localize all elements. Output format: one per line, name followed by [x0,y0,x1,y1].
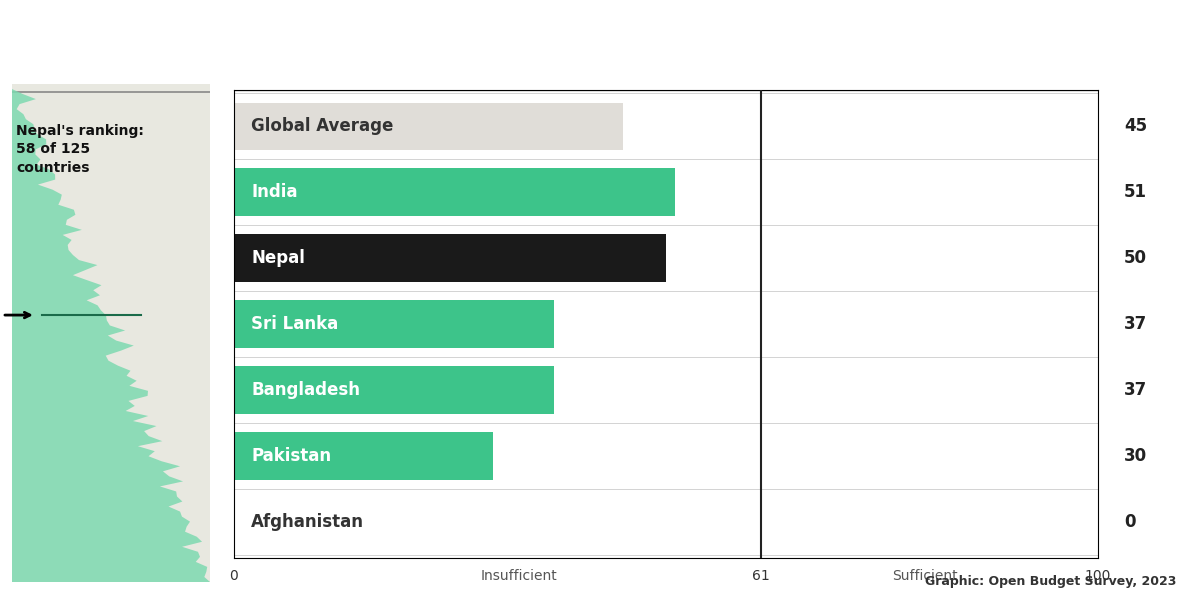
Text: 45: 45 [1124,117,1147,135]
Text: Bangladesh: Bangladesh [251,381,360,399]
Text: Afghanistan: Afghanistan [251,513,365,531]
Polygon shape [12,84,210,582]
Bar [234,235,666,282]
Text: 37: 37 [1124,315,1147,333]
Text: 0: 0 [1124,513,1135,531]
Text: 0: 0 [229,569,239,583]
Text: India: India [251,183,298,201]
Bar [234,103,623,150]
Text: 61: 61 [752,569,770,583]
Text: Nepal: Nepal [251,249,305,267]
Bar [234,169,674,216]
Text: Insufficient: Insufficient [481,569,558,583]
Bar [234,432,493,479]
Polygon shape [12,84,210,582]
Text: Graphic: Open Budget Survey, 2023: Graphic: Open Budget Survey, 2023 [925,575,1176,588]
Bar [234,300,553,348]
Text: 37: 37 [1124,381,1147,399]
Text: Global Average: Global Average [251,117,394,135]
Text: Sufficient: Sufficient [893,569,958,583]
Bar [234,366,553,413]
Text: Nepal's ranking:
58 of 125
countries: Nepal's ranking: 58 of 125 countries [16,124,144,175]
Text: Budget Transparency in Nepal Compared to SAARC Countries: Budget Transparency in Nepal Compared to… [76,25,1124,53]
Text: Sri Lanka: Sri Lanka [251,315,338,333]
Text: Pakistan: Pakistan [251,447,331,465]
Text: 50: 50 [1124,249,1147,267]
Text: 51: 51 [1124,183,1147,201]
Text: 100: 100 [1085,569,1111,583]
Text: 30: 30 [1124,447,1147,465]
